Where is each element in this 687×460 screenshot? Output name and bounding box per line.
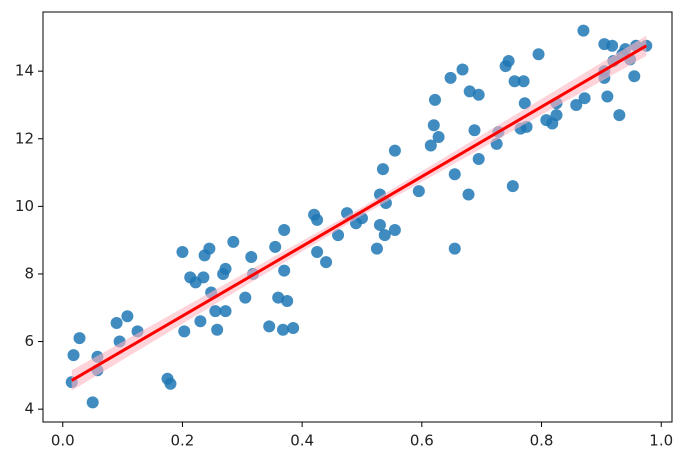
point <box>373 218 386 231</box>
y-tick-label: 6 <box>24 332 34 350</box>
point <box>276 323 289 336</box>
point <box>269 240 282 253</box>
point <box>278 264 291 277</box>
point <box>606 39 619 52</box>
point <box>472 153 485 166</box>
point <box>472 88 485 101</box>
point <box>73 332 86 345</box>
plot-frame <box>42 11 673 423</box>
y-tick-label: 4 <box>24 400 34 418</box>
point <box>378 229 391 242</box>
point <box>517 75 530 88</box>
point <box>601 90 614 103</box>
y-tick-label: 10 <box>15 197 34 215</box>
x-tick-label: 0.8 <box>530 432 554 450</box>
point <box>432 131 445 144</box>
point <box>578 92 591 105</box>
point <box>320 256 333 269</box>
point <box>429 93 442 106</box>
point <box>239 291 252 304</box>
point <box>332 229 345 242</box>
point <box>424 139 437 152</box>
point <box>518 97 531 110</box>
point <box>164 377 177 390</box>
y-tick-label: 14 <box>15 62 34 80</box>
x-tick-label: 1.0 <box>649 432 673 450</box>
point <box>194 315 207 328</box>
point <box>456 63 469 76</box>
point <box>508 75 521 88</box>
point <box>448 168 461 181</box>
point <box>176 245 189 258</box>
x-tick-label: 0.2 <box>171 432 195 450</box>
point <box>203 242 216 255</box>
point <box>287 322 300 335</box>
point <box>245 251 258 264</box>
point <box>376 163 389 176</box>
point <box>281 294 294 307</box>
point <box>613 109 626 122</box>
point <box>577 24 590 37</box>
point <box>628 70 641 83</box>
point <box>388 144 401 157</box>
point <box>502 55 515 68</box>
point <box>178 325 191 338</box>
point <box>219 262 232 275</box>
point <box>506 180 519 193</box>
regression-line <box>70 44 648 382</box>
x-tick-label: 0.4 <box>290 432 314 450</box>
point <box>388 224 401 237</box>
point <box>462 188 475 201</box>
point <box>209 305 222 318</box>
point <box>311 213 324 226</box>
point <box>444 71 457 84</box>
y-tick-label: 12 <box>15 129 34 147</box>
point <box>67 349 80 362</box>
point <box>448 242 461 255</box>
point <box>211 323 224 336</box>
x-tick-label: 0.6 <box>410 432 434 450</box>
point <box>197 271 210 284</box>
point <box>370 242 383 255</box>
point <box>412 185 425 198</box>
point <box>311 245 324 258</box>
point <box>550 109 563 122</box>
y-tick-label: 8 <box>24 264 34 282</box>
point <box>227 235 240 248</box>
point <box>278 224 291 237</box>
point <box>570 98 583 111</box>
point <box>110 316 123 329</box>
point <box>219 305 232 318</box>
point <box>86 396 99 409</box>
x-tick-label: 0.0 <box>51 432 75 450</box>
point <box>468 124 481 137</box>
point <box>121 310 134 323</box>
point <box>263 320 276 333</box>
point <box>427 119 440 132</box>
point <box>532 48 545 61</box>
